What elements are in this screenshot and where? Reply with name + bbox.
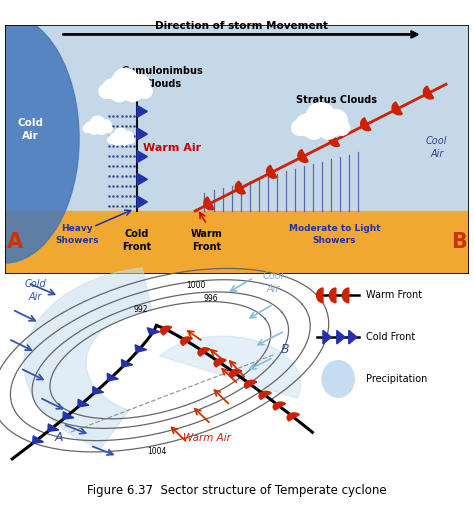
Circle shape: [110, 84, 128, 102]
Circle shape: [112, 69, 139, 94]
Text: Figure 6.37  Sector structure of Temperate cyclone: Figure 6.37 Sector structure of Temperat…: [87, 484, 387, 497]
Text: Cold
Air: Cold Air: [17, 118, 43, 141]
Circle shape: [114, 129, 128, 141]
Bar: [5, 211, 469, 274]
Circle shape: [91, 116, 105, 130]
Polygon shape: [137, 151, 147, 163]
Polygon shape: [24, 268, 152, 449]
Wedge shape: [361, 118, 371, 131]
Text: Stratus Clouds: Stratus Clouds: [296, 95, 377, 105]
Circle shape: [102, 79, 123, 99]
Circle shape: [123, 84, 142, 102]
Wedge shape: [329, 288, 336, 303]
Wedge shape: [259, 391, 271, 399]
Text: Cold Front: Cold Front: [366, 332, 415, 342]
Polygon shape: [160, 336, 301, 398]
Circle shape: [100, 119, 111, 131]
Circle shape: [306, 103, 335, 131]
Polygon shape: [33, 436, 44, 443]
Polygon shape: [48, 424, 59, 431]
Circle shape: [123, 132, 133, 142]
Circle shape: [108, 136, 115, 143]
Wedge shape: [266, 165, 277, 178]
Text: Warm Air: Warm Air: [183, 432, 231, 442]
Wedge shape: [298, 149, 308, 162]
Ellipse shape: [0, 14, 79, 263]
Wedge shape: [317, 288, 323, 303]
Polygon shape: [337, 330, 345, 344]
Text: A: A: [7, 232, 23, 252]
Text: Cool
Air: Cool Air: [426, 136, 447, 159]
Wedge shape: [214, 359, 226, 367]
Text: 1004: 1004: [147, 447, 166, 456]
Text: B: B: [451, 232, 467, 252]
Wedge shape: [287, 413, 300, 421]
Circle shape: [89, 124, 100, 134]
Bar: [5, 25, 469, 211]
Text: Moderate to Light
Showers: Moderate to Light Showers: [289, 225, 380, 244]
Text: Warm Front: Warm Front: [366, 291, 422, 300]
Text: 992: 992: [134, 305, 148, 314]
Text: Heavy
Showers: Heavy Showers: [55, 225, 99, 244]
Circle shape: [322, 361, 354, 397]
Wedge shape: [204, 197, 214, 210]
Wedge shape: [273, 402, 285, 410]
Circle shape: [127, 136, 134, 143]
Polygon shape: [121, 360, 133, 367]
Polygon shape: [323, 330, 331, 344]
Circle shape: [99, 84, 113, 98]
Polygon shape: [147, 328, 160, 335]
Circle shape: [325, 110, 347, 132]
Text: Cold
Front: Cold Front: [123, 229, 152, 251]
Text: Cumulonimbus
Clouds: Cumulonimbus Clouds: [122, 66, 203, 89]
Circle shape: [109, 134, 119, 144]
Text: Cold
Air: Cold Air: [25, 279, 46, 302]
Wedge shape: [235, 181, 246, 194]
Text: B: B: [281, 343, 289, 356]
Circle shape: [97, 124, 107, 134]
Wedge shape: [392, 102, 402, 115]
Polygon shape: [349, 330, 357, 344]
Wedge shape: [229, 369, 242, 377]
Circle shape: [113, 136, 122, 145]
Wedge shape: [342, 288, 349, 303]
Polygon shape: [137, 173, 147, 185]
Text: A: A: [55, 431, 63, 444]
Circle shape: [83, 125, 91, 133]
Wedge shape: [245, 380, 256, 389]
Text: 1000: 1000: [186, 281, 205, 290]
Polygon shape: [137, 83, 147, 94]
Polygon shape: [107, 373, 118, 381]
Text: Precipitation: Precipitation: [366, 374, 427, 384]
Circle shape: [304, 119, 324, 139]
Text: Direction of storm Movement: Direction of storm Movement: [155, 21, 328, 31]
Polygon shape: [137, 128, 147, 140]
Wedge shape: [329, 134, 339, 146]
Text: 996: 996: [204, 295, 219, 303]
Wedge shape: [423, 86, 434, 99]
Wedge shape: [161, 326, 172, 335]
Circle shape: [129, 75, 150, 94]
Circle shape: [334, 120, 350, 135]
Polygon shape: [137, 106, 147, 117]
Polygon shape: [135, 345, 146, 352]
Polygon shape: [63, 412, 74, 419]
Text: Warm
Front: Warm Front: [191, 229, 223, 251]
Circle shape: [138, 84, 152, 98]
Circle shape: [292, 120, 307, 135]
Polygon shape: [137, 196, 147, 208]
Text: Warm Air: Warm Air: [143, 143, 201, 152]
Polygon shape: [93, 387, 104, 394]
Wedge shape: [181, 337, 192, 345]
Text: Cool
Air: Cool Air: [263, 271, 284, 295]
Circle shape: [85, 122, 96, 133]
Circle shape: [319, 119, 338, 139]
Circle shape: [104, 125, 112, 133]
Wedge shape: [198, 348, 210, 356]
Circle shape: [120, 136, 129, 145]
Polygon shape: [78, 399, 89, 407]
Circle shape: [295, 114, 318, 136]
